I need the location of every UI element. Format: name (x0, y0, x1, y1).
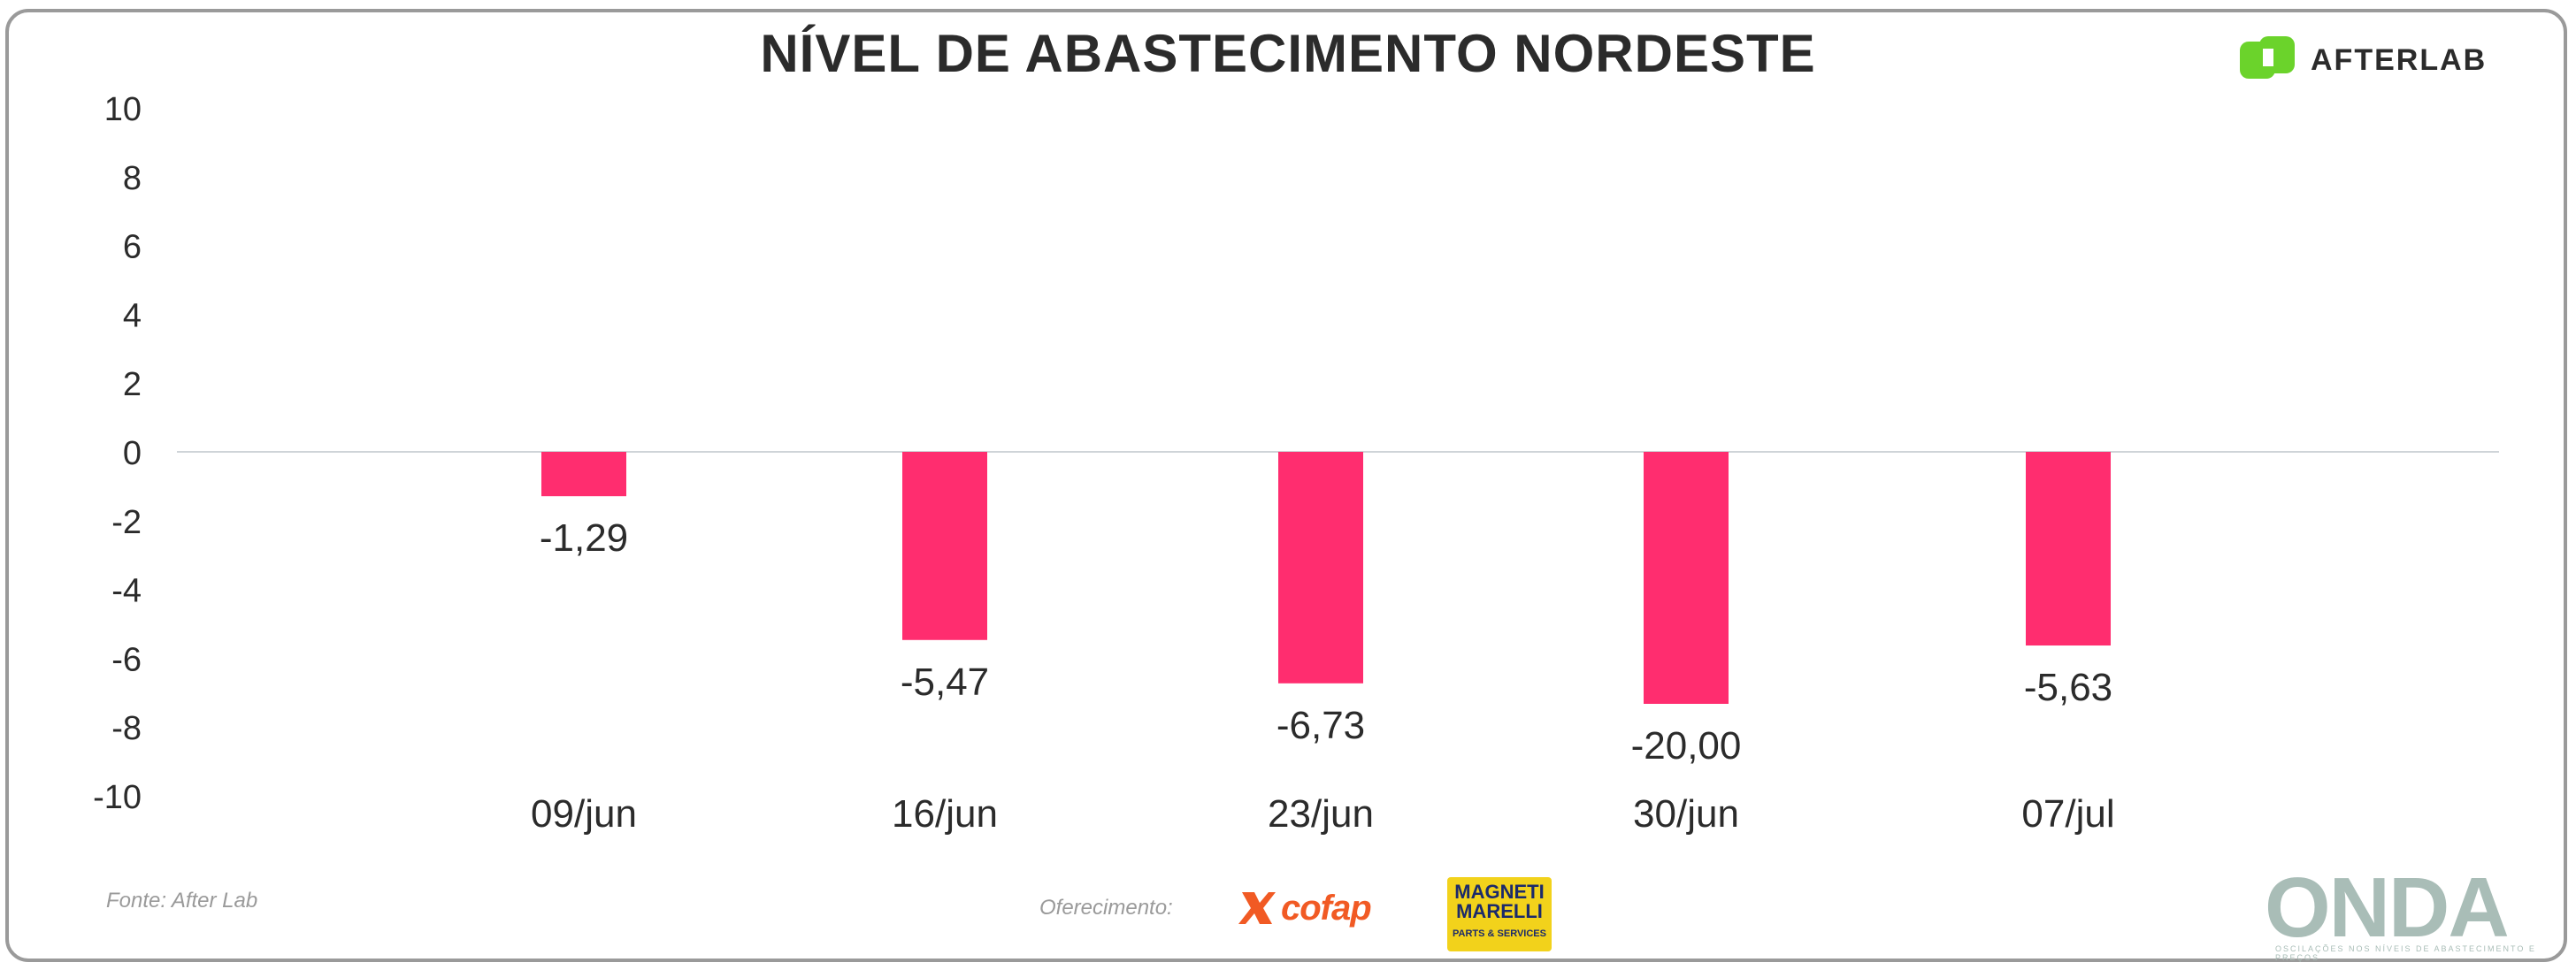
bar (1644, 452, 1729, 704)
x-category-label: 07/jul (2021, 792, 2114, 836)
x-category-label: 09/jun (531, 792, 637, 836)
cofap-x-icon (1238, 892, 1276, 924)
bar-value-label: -5,47 (901, 661, 989, 704)
y-tick-label: -8 (111, 710, 142, 747)
chart-title: NÍVEL DE ABASTECIMENTO NORDESTE (760, 24, 1816, 83)
bar (541, 452, 626, 497)
y-tick-label: 6 (123, 229, 142, 266)
bar-value-label: -6,73 (1276, 704, 1365, 747)
onda-logo: ONDA (2265, 860, 2510, 955)
y-tick-label: -2 (111, 504, 142, 541)
y-tick-label: 0 (123, 435, 142, 472)
source-note: Fonte: After Lab (106, 889, 258, 913)
y-tick-label: -10 (93, 779, 142, 816)
y-tick-label: -4 (111, 573, 142, 610)
afterlab-logo-text: AFTERLAB (2311, 42, 2488, 77)
bar (2026, 452, 2111, 646)
y-tick-label: 2 (123, 366, 142, 403)
y-tick-label: 8 (123, 160, 142, 197)
bar-value-label: -5,63 (2024, 666, 2112, 709)
bar-value-label: -1,29 (540, 516, 628, 560)
magneti-marelli-subtext: PARTS & SERVICES (1453, 928, 1546, 939)
cofap-logo: cofap (1238, 888, 1372, 928)
onda-tagline: OSCILAÇÕES NOS NÍVEIS DE ABASTECIMENTO E… (2275, 944, 2536, 962)
afterlab-logo-icon (2240, 36, 2296, 84)
magneti-marelli-text: MAGNETI MARELLI (1454, 881, 1545, 922)
bar-value-label: -20,00 (1631, 724, 1742, 768)
bar (1278, 452, 1363, 684)
cofap-logo-text: cofap (1281, 888, 1372, 928)
bar (902, 452, 987, 640)
afterlab-logo: AFTERLAB (2240, 35, 2487, 85)
x-category-label: 23/jun (1268, 792, 1374, 836)
x-category-label: 30/jun (1633, 792, 1739, 836)
y-tick-label: 10 (104, 91, 142, 128)
sponsor-label: Oferecimento: (1039, 896, 1173, 920)
y-tick-label: -6 (111, 641, 142, 678)
y-tick-label: 4 (123, 297, 142, 334)
x-category-label: 16/jun (892, 792, 998, 836)
magneti-marelli-logo: MAGNETI MARELLI PARTS & SERVICES (1447, 877, 1552, 951)
